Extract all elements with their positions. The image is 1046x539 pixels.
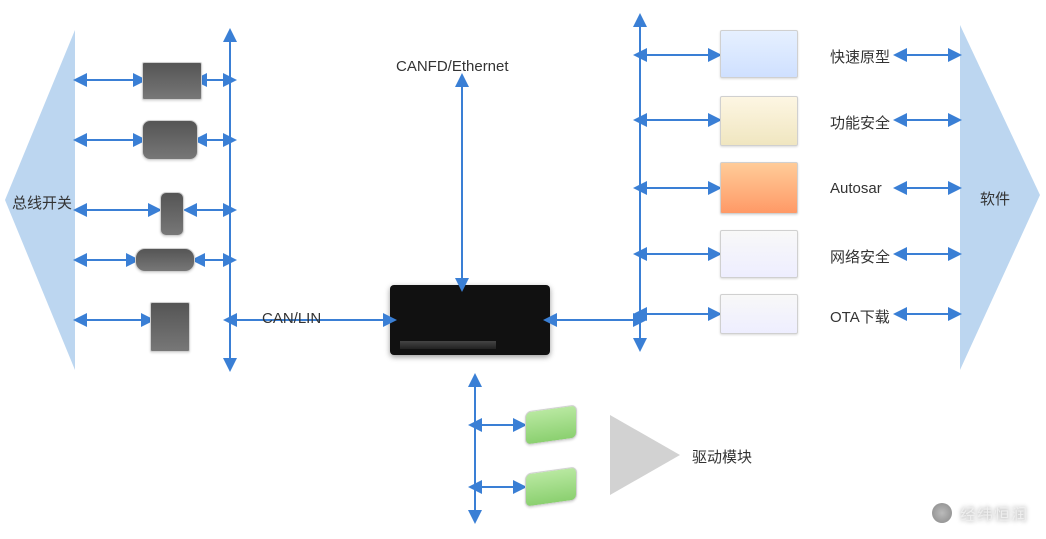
switch-thumb-5 (150, 302, 190, 352)
watermark: 经纬恒润 (932, 501, 1028, 525)
thumb-autosar (720, 162, 798, 214)
watermark-text: 经纬恒润 (960, 501, 1028, 525)
switch-thumb-2 (142, 120, 198, 160)
switch-thumb-3 (160, 192, 184, 236)
switch-thumb-4 (135, 248, 195, 272)
label-network-security: 网络安全 (830, 246, 890, 267)
label-ota: OTA下载 (830, 306, 890, 327)
thumb-functional-safety (720, 96, 798, 146)
label-software: 软件 (980, 188, 1010, 209)
label-rapid-proto: 快速原型 (830, 46, 890, 67)
watermark-icon (932, 503, 952, 523)
label-canfd-eth: CANFD/Ethernet (396, 58, 509, 75)
label-bus-switch: 总线开关 (12, 192, 72, 213)
label-functional-safety: 功能安全 (830, 112, 890, 133)
label-can-lin: CAN/LIN (262, 310, 321, 327)
label-autosar: Autosar (830, 180, 882, 197)
thumb-ota (720, 294, 798, 334)
thumb-network-security (720, 230, 798, 278)
switch-thumb-1 (142, 62, 202, 100)
label-driver-module: 驱动模块 (692, 446, 752, 467)
thumb-rapid-proto (720, 30, 798, 78)
